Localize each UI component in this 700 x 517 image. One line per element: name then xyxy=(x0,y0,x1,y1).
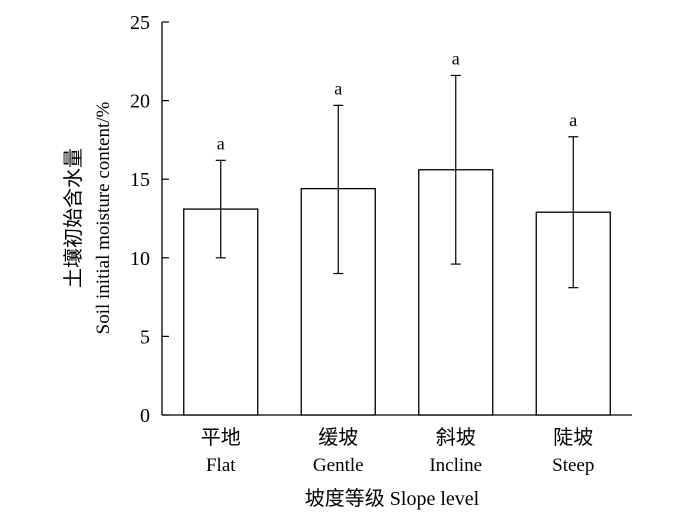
significance-label: a xyxy=(217,133,225,153)
x-tick-label-zh: 斜坡 xyxy=(436,426,476,449)
y-tick-label: 10 xyxy=(130,248,150,270)
y-ticks: 0 5 10 15 20 25 xyxy=(130,12,169,427)
x-tick-label-en: Steep xyxy=(552,455,594,476)
y-tick-label: 15 xyxy=(130,169,150,191)
x-tick-label-en: Incline xyxy=(429,455,482,476)
x-tick-labels: 平地 Flat 缓坡 Gentle 斜坡 Incline 陡坡 Steep xyxy=(201,426,595,476)
bars: a a a a xyxy=(183,48,611,416)
x-tick-label-zh: 平地 xyxy=(201,426,241,449)
y-axis-title-zh: 土壤初始含水量 xyxy=(62,148,85,288)
significance-label: a xyxy=(569,110,577,130)
significance-label: a xyxy=(334,78,342,98)
y-axis-title-en: Soil initial moisture content/% xyxy=(93,101,114,334)
y-tick-label: 20 xyxy=(130,91,150,113)
y-axis-title: 土壤初始含水量 Soil initial moisture content/% xyxy=(62,101,114,334)
x-tick-label-en: Gentle xyxy=(313,455,364,476)
x-tick-label-zh: 缓坡 xyxy=(318,426,358,449)
y-tick-label: 0 xyxy=(140,405,150,427)
y-tick-label: 5 xyxy=(140,326,150,348)
y-tick-label: 25 xyxy=(130,12,150,34)
x-tick-label-zh: 陡坡 xyxy=(553,426,593,449)
x-tick-label-en: Flat xyxy=(206,455,236,476)
x-axis-title: 坡度等级 Slope level xyxy=(305,487,480,510)
significance-label: a xyxy=(452,48,460,68)
